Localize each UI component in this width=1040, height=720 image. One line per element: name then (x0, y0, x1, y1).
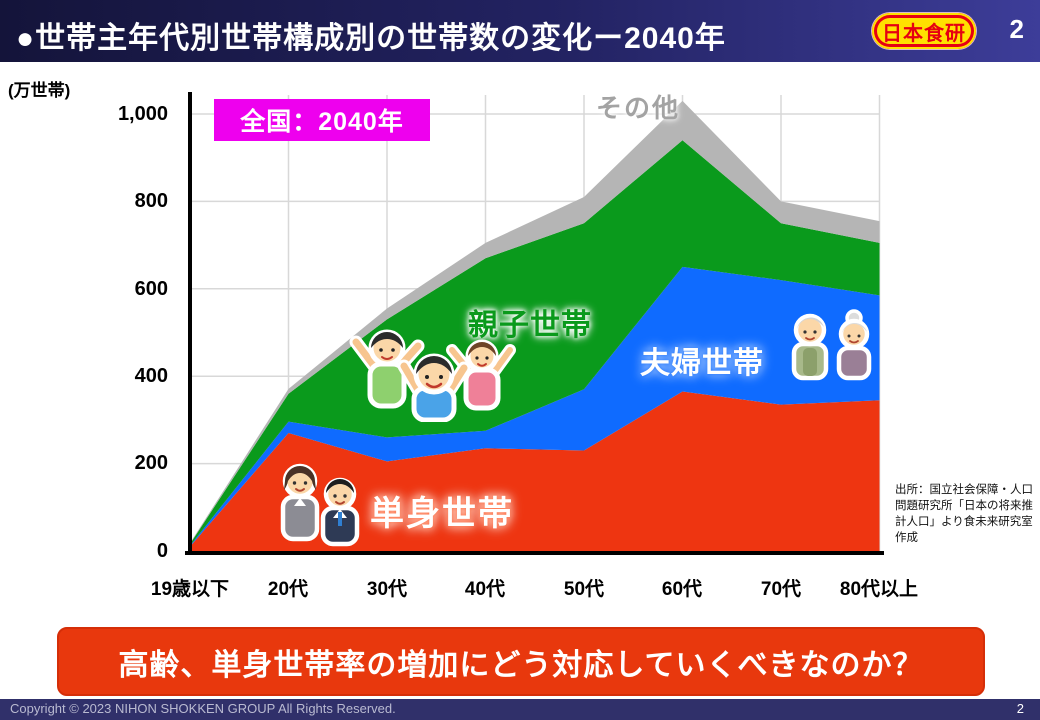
highlight-box-zenkoku-2040: 全国：2040年 (214, 99, 430, 141)
x-tick-40s: 40代 (464, 579, 506, 600)
y-tick-0: 0 (156, 540, 168, 562)
nihon-shokken-logo: 日本食研 (872, 13, 976, 49)
x-tick-60s: 60代 (661, 579, 703, 600)
label-oyako: 親子世帯 (468, 309, 592, 342)
family-clipart (349, 329, 516, 422)
logo-text: 日本食研 (882, 22, 966, 45)
y-tick-600: 600 (134, 278, 168, 300)
label-fufu: 夫婦世帯 (640, 347, 764, 380)
label-sonota: その他 (596, 93, 681, 123)
header-bar: ●世帯主年代別世帯構成別の世帯数の変化ー2040年 日本食研 2 (0, 0, 1040, 62)
x-tick-over80: 80代以上 (839, 579, 919, 600)
y-tick-1000: 1,000 (117, 103, 168, 125)
source-note: 出所：国立社会保障・人口問題研究所「日本の将来推計人口」より食未来研究室作成 (895, 484, 1033, 545)
y-tick-400: 400 (134, 365, 168, 387)
elderly-couple-clipart (791, 309, 872, 381)
key-question-text: 高齢、単身世帯率の増加にどう対応していくべきなのか？ (118, 648, 924, 682)
label-tanshin: 単身世帯 (370, 495, 514, 533)
x-tick-70s: 70代 (760, 579, 802, 600)
y-tick-200: 200 (134, 452, 168, 474)
x-tick-20s: 20代 (267, 579, 309, 600)
slide-title: ●世帯主年代別世帯構成別の世帯数の変化ー2040年 (16, 22, 726, 55)
y-tick-800: 800 (134, 190, 168, 212)
y-axis-unit-label: (万世帯) (8, 81, 71, 100)
copyright-text: Copyright © 2023 NIHON SHOKKEN GROUP All… (10, 701, 396, 716)
x-tick-under19: 19歳以下 (150, 579, 230, 600)
key-question-banner: 高齢、単身世帯率の増加にどう対応していくべきなのか？ (57, 627, 985, 696)
x-tick-30s: 30代 (366, 579, 408, 600)
footer-bar: Copyright © 2023 NIHON SHOKKEN GROUP All… (0, 699, 1040, 720)
footer-page-number: 2 (1016, 701, 1024, 716)
x-tick-50s: 50代 (563, 579, 605, 600)
header-page-number: 2 (1009, 14, 1024, 44)
business-adults-clipart (280, 463, 360, 547)
